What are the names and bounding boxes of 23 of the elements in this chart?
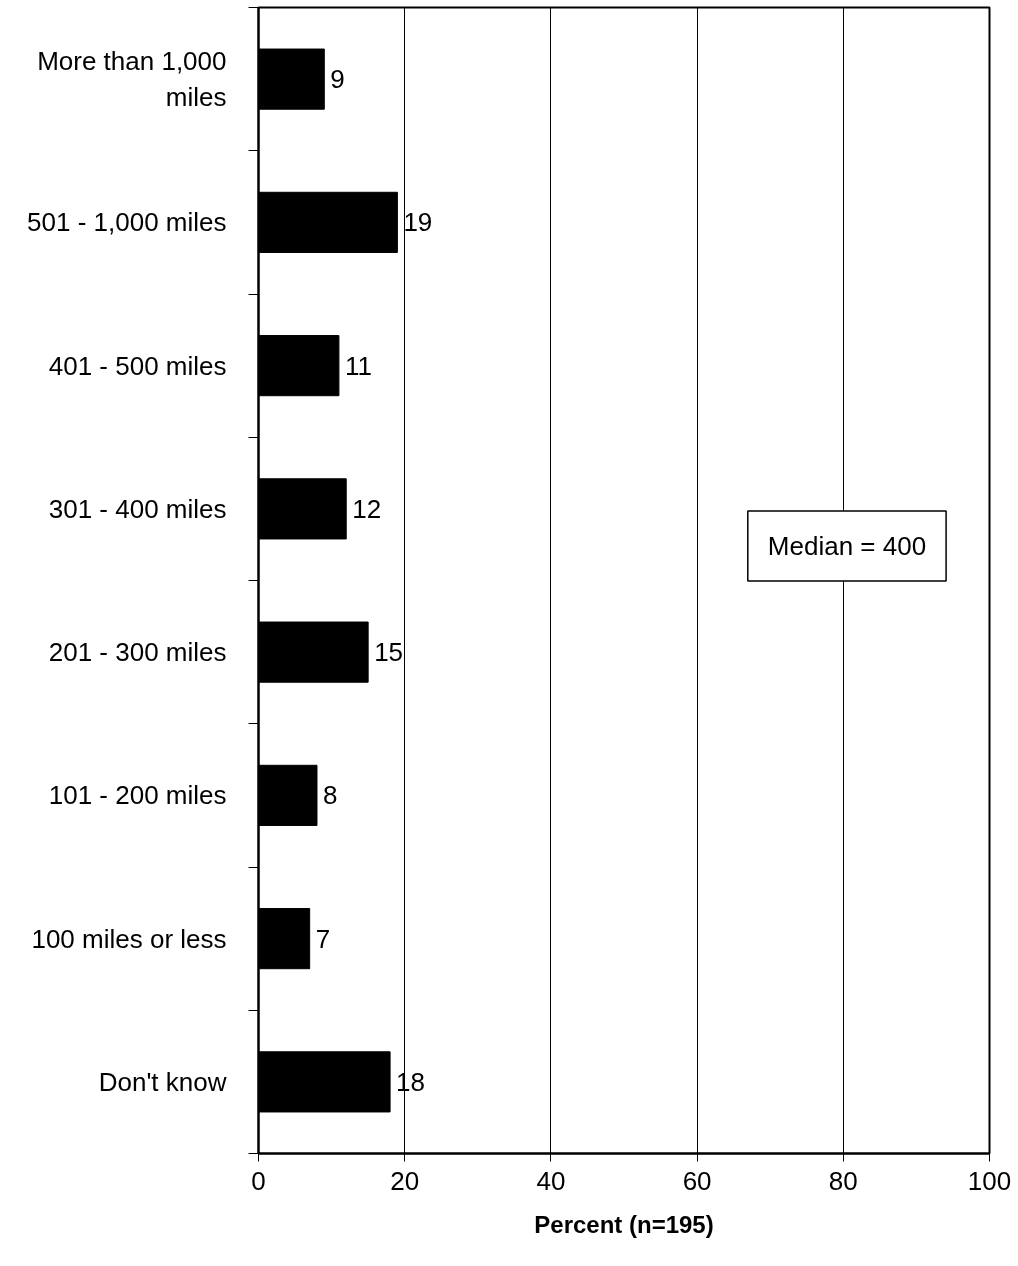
y-tick-label: 301 - 400 miles: [48, 493, 227, 524]
data-label: 7: [315, 923, 331, 954]
y-tick-label: Don't know: [98, 1066, 227, 1097]
x-tick-label: 80: [828, 1165, 858, 1196]
y-tick-label: 101 - 200 miles: [48, 780, 227, 811]
x-tick-label: 60: [682, 1165, 712, 1196]
annotation: Median = 400: [767, 531, 927, 562]
y-tick-label: 100 miles or less: [31, 923, 227, 954]
x-tick-label: 20: [390, 1165, 420, 1196]
y-tick-label: 201 - 300 miles: [48, 637, 227, 668]
y-tick-label: 501 - 1,000 miles: [27, 207, 227, 238]
data-label: 8: [322, 780, 338, 811]
y-tick-label: More than 1,000 miles: [37, 46, 227, 113]
x-tick-label: 40: [536, 1165, 566, 1196]
data-label: 9: [330, 64, 345, 95]
data-label: 15: [374, 637, 404, 668]
x-tick-label: 0: [251, 1165, 266, 1196]
data-label: 11: [344, 350, 372, 381]
x-tick-label: 100: [967, 1165, 1012, 1196]
data-label: 19: [403, 207, 433, 238]
x-axis-title: Percent (n=195): [534, 1210, 714, 1238]
y-tick-label: 401 - 500 miles: [48, 350, 227, 381]
data-label: 12: [352, 493, 382, 524]
